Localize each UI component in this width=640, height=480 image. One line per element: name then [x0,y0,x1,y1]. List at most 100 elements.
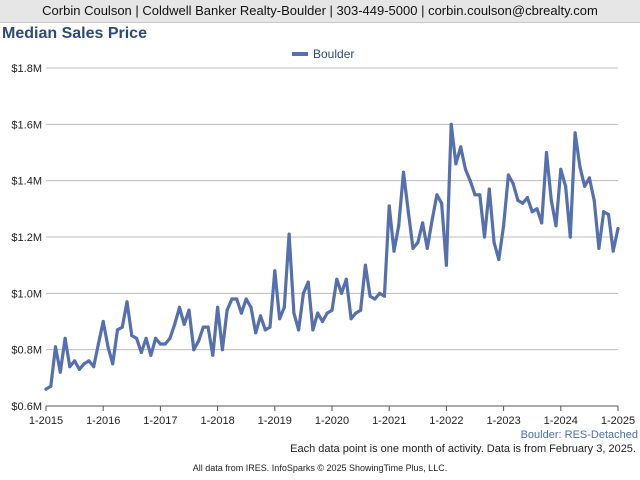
data-point [278,317,282,321]
data-point [416,241,420,245]
y-tick-label: $1.0M [11,288,42,300]
data-point [316,311,320,315]
tick-labels: $0.6M $0.8M $1.0M $1.2M $1.4M $1.6M $1.8M 1-201… [11,63,635,427]
gridlines [46,67,618,407]
data-point [311,328,315,332]
data-point [292,311,296,315]
data-point [130,334,134,338]
data-point [521,201,525,205]
data-point [468,179,472,183]
data-point [473,193,477,197]
x-tick-label: 1-2016 [86,415,120,427]
data-point [387,204,391,208]
data-point [502,224,506,228]
data-point [511,181,515,186]
data-point [554,224,558,228]
data-point [411,246,415,250]
y-tick-label: $1.8M [11,63,42,75]
data-point [44,387,48,391]
data-point [392,249,396,253]
data-point [77,367,81,371]
data-point [401,170,406,174]
data-point [254,331,258,335]
legend-label[interactable]: Boulder [313,47,354,61]
data-point [273,269,277,273]
data-point [339,291,344,295]
data-point [549,198,553,202]
data-point [282,305,286,309]
data-point [359,308,363,312]
data-point [68,365,72,369]
data-point [482,235,487,239]
data-point [497,257,501,262]
data-point [263,328,267,332]
data-point [206,325,210,329]
data-point [225,308,229,312]
data-point [378,291,382,295]
data-point [235,297,239,301]
data-point [540,221,544,225]
chart-title: Median Sales Price [2,25,147,42]
data-point [182,322,186,326]
data-point [492,241,496,245]
data-point [587,176,592,180]
data-point [125,300,129,304]
data-point [320,319,325,324]
x-tick-label: 1-2018 [200,415,234,427]
data-point [216,305,220,309]
data-point [287,232,291,236]
agent-contact-header: Corbin Coulson | Coldwell Banker Realty-… [0,0,640,23]
axes [45,405,619,411]
data-point [58,370,62,374]
data-point [163,342,167,346]
data-point [616,227,620,231]
data-point [106,345,110,349]
x-tick-label: 1-2015 [29,415,63,427]
data-point [349,317,353,321]
data-point [592,198,596,202]
y-tick-label: $1.6M [11,119,42,131]
data-point [154,336,158,340]
y-tick-label: $1.4M [11,176,42,188]
data-point [101,319,105,324]
data-source: All data from IRES. InfoSparks © 2025 Sh… [192,463,448,473]
data-point [49,384,53,388]
data-point [187,308,191,312]
data-point [87,359,91,363]
x-tick-label: 1-2019 [258,415,292,427]
data-point [530,210,534,214]
data-point [578,165,582,169]
legend[interactable]: Boulder [292,47,354,61]
data-point [602,210,606,214]
x-tick-label: 1-2024 [544,415,578,427]
data-point [525,196,530,200]
data-point [430,218,434,222]
data-point [201,325,205,329]
data-point [120,325,124,329]
data-point [611,249,615,253]
data-point [506,173,510,177]
series-caption: Boulder: RES-Detached [520,429,638,441]
data-point [335,277,339,281]
data-point [440,201,444,205]
y-tick-label: $0.8M [11,345,42,357]
data-point [135,336,139,340]
data-point [177,305,182,309]
data-point [444,263,448,267]
data-point [111,362,115,366]
data-point [544,150,549,155]
data-point [220,348,224,352]
data-point [115,328,120,332]
data-point [330,308,334,312]
data-point [516,198,520,202]
data-point [344,277,348,281]
data-point [397,224,401,228]
data-point [144,336,148,340]
data-point [211,353,215,357]
data-point [382,294,386,298]
data-point [158,342,162,346]
data-point [73,359,77,363]
data-point [149,353,153,357]
data-point [568,235,572,239]
data-point [230,297,234,301]
